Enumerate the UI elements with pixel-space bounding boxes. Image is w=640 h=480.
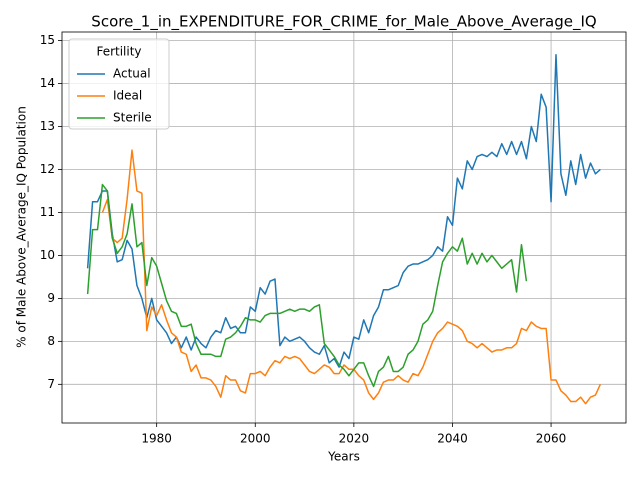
series-line — [101, 149, 602, 405]
y-tick-label: 9 — [47, 291, 55, 305]
legend-title: Fertility — [96, 45, 141, 59]
series-line — [86, 183, 528, 388]
x-tick-label: 1980 — [141, 432, 172, 446]
legend-box — [68, 38, 170, 130]
x-tick-label: 2060 — [536, 432, 567, 446]
legend-label: Ideal — [113, 89, 142, 103]
chart-title: Score_1_in_EXPENDITURE_FOR_CRIME_for_Mal… — [91, 13, 596, 32]
y-tick-label: 12 — [40, 162, 55, 176]
legend: Fertility Actual Ideal Sterile — [68, 38, 170, 130]
y-tick-label: 15 — [40, 33, 55, 47]
series-line — [86, 54, 601, 368]
plot-frame — [61, 31, 627, 424]
x-tick-label: 2020 — [339, 432, 370, 446]
y-tick-label: 7 — [47, 377, 55, 391]
y-tick-label: 11 — [40, 205, 55, 219]
y-axis-label: % of Male Above_Average_IQ Population — [15, 106, 29, 348]
x-tick-label: 2000 — [240, 432, 271, 446]
y-tick-label: 8 — [47, 334, 55, 348]
legend-label: Actual — [113, 67, 151, 81]
y-tick-label: 13 — [40, 119, 55, 133]
y-tick-label: 14 — [40, 76, 55, 90]
x-tick-label: 2040 — [437, 432, 468, 446]
y-tick-label: 10 — [40, 248, 55, 262]
legend-label: Sterile — [113, 111, 152, 125]
x-axis-label: Years — [327, 450, 360, 464]
